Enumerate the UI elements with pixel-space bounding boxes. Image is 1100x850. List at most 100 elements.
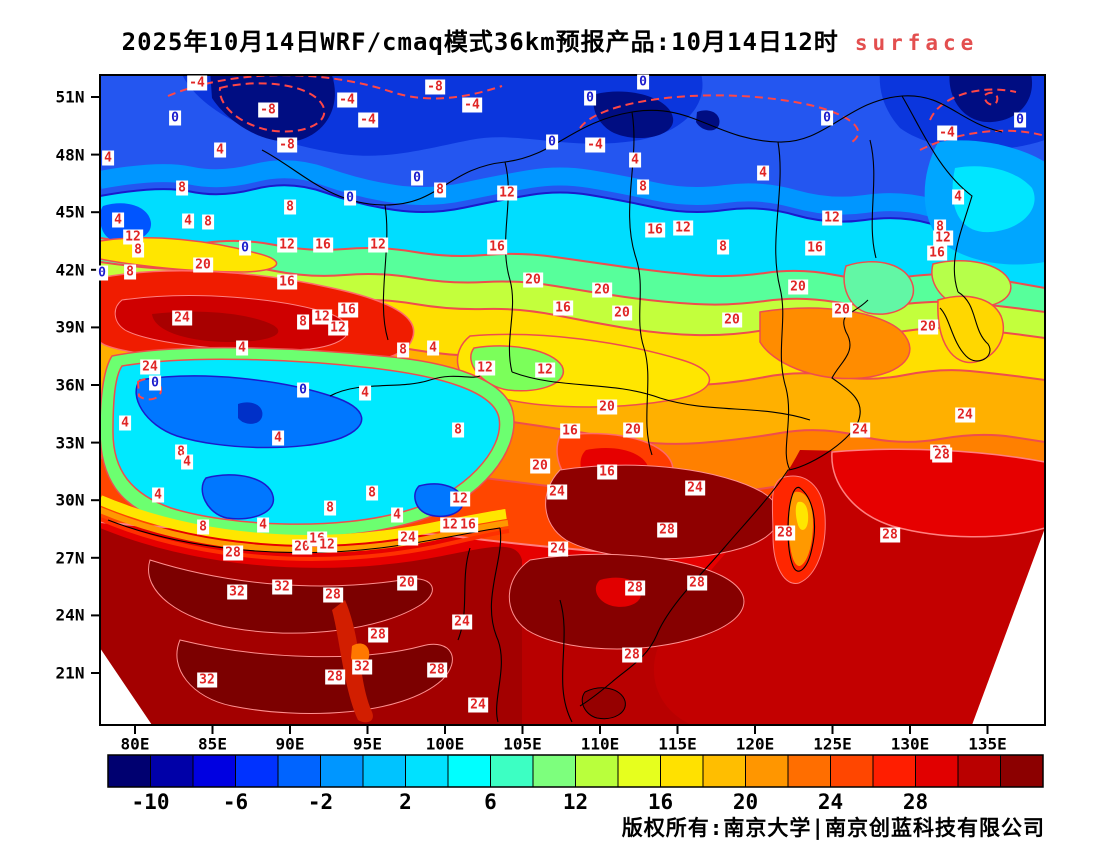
contour-label: 24 — [547, 484, 567, 500]
contour-label: 24 — [398, 530, 418, 546]
contour-label: 4 — [236, 340, 248, 356]
contour-label: 8 — [324, 500, 336, 516]
contour-label: 8 — [297, 314, 309, 330]
lon-tick-label: 120E — [735, 734, 775, 754]
country-border-line — [901, 95, 973, 293]
contour-label: 12 — [328, 320, 348, 336]
contour-label: 16 — [313, 237, 333, 253]
colorbar-cell — [490, 754, 534, 788]
contour-label: 16 — [338, 302, 358, 318]
contour-label: 16 — [458, 517, 478, 533]
lat-tick-label: 36N — [55, 375, 85, 395]
contour-label: 20 — [530, 458, 550, 474]
field-region — [696, 110, 720, 131]
field-region — [100, 237, 278, 273]
field-region — [795, 501, 809, 530]
country-border-line — [511, 371, 811, 421]
contour-label: 16 — [553, 300, 573, 316]
colorbar-cell — [532, 754, 576, 788]
contour-label: 12 — [933, 230, 953, 246]
country-border-line — [787, 486, 815, 572]
contour-label: 24 — [955, 407, 975, 423]
colorbar-cell — [617, 754, 661, 788]
contour-label: 0 — [821, 110, 833, 126]
colorbar-tick-label: 2 — [399, 790, 412, 814]
contour-label: 4 — [257, 517, 269, 533]
colorbar-tick-label: -10 — [131, 790, 170, 814]
contour-label: 20 — [193, 257, 213, 273]
contour-label: 20 — [788, 279, 808, 295]
contour-label: 28 — [325, 669, 345, 685]
contour-label: -4 — [585, 137, 605, 153]
contour-label: 20 — [292, 539, 312, 555]
contour-label: -4 — [937, 125, 957, 141]
contour-label: 4 — [214, 142, 226, 158]
contour-label: -4 — [462, 97, 482, 113]
colorbar-cell — [277, 754, 321, 788]
contour-label: 28 — [368, 627, 388, 643]
colorbar-tick-label: 6 — [484, 790, 497, 814]
contour-label: 12 — [368, 237, 388, 253]
contour-label: 16 — [597, 464, 617, 480]
contour-label: 0 — [149, 375, 161, 391]
contour-label: 0 — [239, 240, 251, 256]
contour-label: 12 — [123, 229, 143, 245]
lat-tick-label: 24N — [55, 605, 85, 625]
lon-tick-label: 85E — [198, 734, 227, 754]
lat-tick-label: 45N — [55, 202, 85, 222]
contour-label: 0 — [546, 134, 558, 150]
page-title: 2025年10月14日WRF/cmaq模式36km预报产品:10月14日12时 — [121, 28, 839, 56]
contour-label: 8 — [397, 342, 409, 358]
contour-label: 12 — [822, 210, 842, 226]
contour-label: 28 — [625, 580, 645, 596]
copyright-text: 版权所有:南京大学|南京创蓝科技有限公司 — [621, 816, 1045, 840]
lat-tick-label: 39N — [55, 317, 85, 337]
colorbar-cell — [405, 754, 449, 788]
contour-label: 0 — [637, 74, 649, 90]
negative-contour-line — [929, 88, 1017, 121]
lon-tick-label: 110E — [580, 734, 620, 754]
lon-tick-label: 95E — [353, 734, 382, 754]
contour-label: 16 — [277, 274, 297, 290]
contour-label: 20 — [722, 312, 742, 328]
contour-label: 12 — [475, 360, 495, 376]
colorbar-cell — [447, 754, 491, 788]
projection-edge-wedge — [100, 648, 152, 725]
colorbar-tick-label: 12 — [562, 790, 589, 814]
contour-label: 28 — [427, 662, 447, 678]
map-frame — [99, 74, 1046, 726]
contour-label: 4 — [359, 385, 371, 401]
contour-label: 24 — [468, 697, 488, 713]
negative-contour-line — [984, 91, 999, 106]
contour-label: 12 — [440, 517, 460, 533]
contour-label: 8 — [197, 519, 209, 535]
contour-label: 24 — [452, 614, 472, 630]
contour-label: 12 — [673, 220, 693, 236]
contour-label: 28 — [223, 545, 243, 561]
country-border-line — [382, 204, 389, 341]
lat-tick-label: 21N — [55, 663, 85, 683]
lon-tick-label: 90E — [275, 734, 305, 754]
colorbar-cell — [362, 754, 406, 788]
field-region — [593, 91, 674, 139]
contour-label: 0 — [584, 90, 596, 106]
contour-label: 8 — [124, 264, 136, 280]
contour-label: -8 — [425, 79, 445, 95]
contour-label: 12 — [535, 362, 555, 378]
colorbar-cell — [575, 754, 619, 788]
lat-tick-label: 30N — [55, 490, 85, 510]
field-region — [201, 474, 275, 520]
contour-label: -4 — [358, 112, 378, 128]
field-region — [949, 75, 1033, 123]
field-region — [843, 261, 915, 315]
contour-label: 20 — [523, 272, 543, 288]
colorbar-layer — [107, 754, 1044, 788]
contour-label: -4 — [187, 75, 207, 91]
contour-label: 4 — [112, 212, 124, 228]
contour-label: 28 — [657, 522, 677, 538]
contour-label: 4 — [757, 165, 769, 181]
colorbar-cell — [1000, 754, 1044, 788]
contour-label: 4 — [427, 340, 439, 356]
colorbar-cell — [745, 754, 789, 788]
